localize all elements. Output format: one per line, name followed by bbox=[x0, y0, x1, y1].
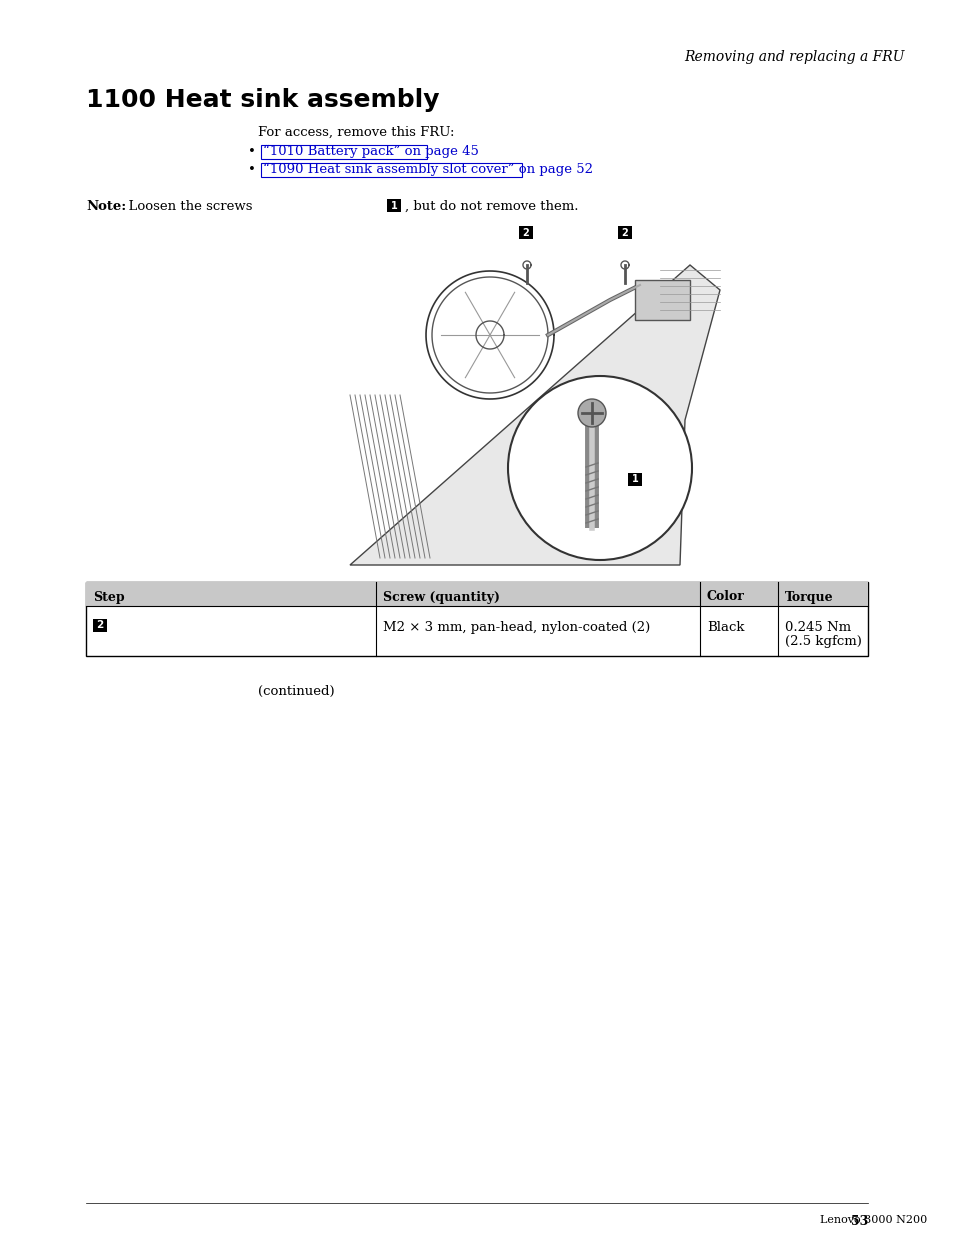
Text: 1100 Heat sink assembly: 1100 Heat sink assembly bbox=[86, 88, 439, 112]
Text: M2 × 3 mm, pan-head, nylon-coated (2): M2 × 3 mm, pan-head, nylon-coated (2) bbox=[382, 621, 650, 634]
Text: (2.5 kgfcm): (2.5 kgfcm) bbox=[784, 635, 861, 648]
Polygon shape bbox=[350, 266, 720, 564]
Text: (continued): (continued) bbox=[257, 685, 335, 698]
Text: 2: 2 bbox=[96, 620, 104, 631]
Bar bbox=[261, 144, 427, 159]
Text: Lenovo 3000 N200: Lenovo 3000 N200 bbox=[820, 1215, 926, 1225]
Text: Black: Black bbox=[706, 621, 743, 634]
Text: “1090 Heat sink assembly slot cover” on page 52: “1090 Heat sink assembly slot cover” on … bbox=[263, 163, 593, 177]
Bar bbox=[86, 582, 867, 606]
Text: 53: 53 bbox=[850, 1215, 867, 1228]
Text: , but do not remove them.: , but do not remove them. bbox=[405, 200, 578, 212]
Bar bbox=[627, 473, 641, 487]
Bar bbox=[261, 163, 521, 177]
Text: “1010 Battery pack” on page 45: “1010 Battery pack” on page 45 bbox=[263, 144, 478, 158]
Text: 1: 1 bbox=[631, 474, 638, 484]
Text: 2: 2 bbox=[522, 227, 529, 237]
Text: For access, remove this FRU:: For access, remove this FRU: bbox=[257, 126, 454, 140]
Text: Note:: Note: bbox=[86, 200, 126, 212]
Text: Step: Step bbox=[92, 590, 125, 604]
Text: Torque: Torque bbox=[784, 590, 833, 604]
Text: Screw (quantity): Screw (quantity) bbox=[382, 590, 499, 604]
Text: 0.245 Nm: 0.245 Nm bbox=[784, 621, 850, 634]
Text: 2: 2 bbox=[621, 227, 628, 237]
Circle shape bbox=[507, 375, 691, 559]
Text: •: • bbox=[248, 144, 255, 158]
Bar bbox=[518, 226, 533, 240]
Bar bbox=[92, 619, 107, 632]
Text: Color: Color bbox=[706, 590, 744, 604]
Text: Removing and replacing a FRU: Removing and replacing a FRU bbox=[684, 49, 904, 64]
Bar bbox=[387, 199, 400, 212]
Bar bbox=[635, 280, 689, 320]
Text: •: • bbox=[248, 163, 255, 177]
Bar bbox=[86, 582, 867, 656]
Text: Loosen the screws: Loosen the screws bbox=[120, 200, 253, 212]
Circle shape bbox=[578, 399, 605, 427]
Bar bbox=[618, 226, 631, 240]
Text: 1: 1 bbox=[390, 201, 397, 211]
